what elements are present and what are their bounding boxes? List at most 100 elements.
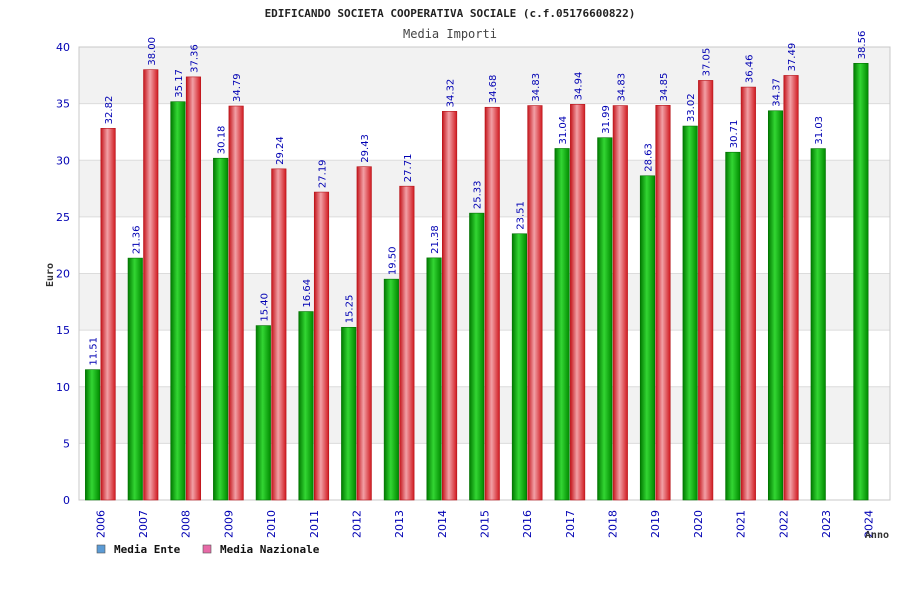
y-tick-label: 35 [56, 98, 70, 111]
x-tick-label: 2019 [649, 510, 662, 538]
data-label: 21.38 [430, 225, 441, 254]
bar-media-ente [255, 325, 271, 501]
bar-media-ente [383, 278, 399, 501]
bar-media-nazionale [356, 166, 372, 501]
bar-media-nazionale [783, 75, 799, 501]
data-label: 38.56 [857, 31, 868, 60]
y-axis-ticks: 0 5 10 15 20 25 30 35 40 [56, 41, 70, 507]
bar-media-ente [554, 148, 570, 501]
data-label: 27.71 [403, 154, 414, 183]
x-tick-label: 2012 [350, 510, 363, 538]
x-tick-label: 2010 [265, 510, 278, 538]
data-label: 23.51 [515, 201, 526, 230]
y-tick-label: 25 [56, 211, 70, 224]
bar-media-ente [639, 175, 656, 501]
data-label: 32.82 [104, 96, 115, 125]
legend-label: Media Ente [114, 543, 181, 556]
bar-media-nazionale [740, 86, 756, 501]
bar-media-nazionale [570, 104, 586, 501]
data-label: 36.46 [744, 54, 755, 83]
y-tick-label: 15 [56, 324, 70, 337]
bar-media-ente [341, 326, 357, 501]
data-label: 15.25 [345, 295, 356, 324]
data-label: 37.49 [787, 43, 798, 72]
legend-swatch [96, 544, 106, 554]
data-label: 34.79 [232, 73, 243, 102]
bar-media-nazionale [527, 105, 543, 501]
y-tick-label: 40 [56, 41, 70, 54]
data-label: 34.32 [446, 79, 457, 108]
bar-media-ente [597, 137, 613, 501]
bar-media-ente [853, 63, 869, 501]
x-tick-label: 2007 [137, 510, 150, 538]
x-tick-label: 2008 [180, 510, 193, 538]
bar-media-nazionale [399, 185, 415, 501]
bar-media-ente [213, 157, 229, 501]
bar-media-ente [298, 311, 314, 501]
bar-media-nazionale [228, 105, 244, 501]
data-label: 27.19 [318, 159, 329, 188]
bar-media-ente [767, 110, 784, 501]
chart-title: EDIFICANDO SOCIETA COOPERATIVA SOCIALE (… [265, 7, 636, 20]
y-axis-title: Euro [45, 263, 56, 287]
data-label: 31.03 [814, 116, 825, 145]
x-tick-label: 2013 [393, 510, 406, 538]
bar-media-nazionale [143, 69, 159, 501]
data-label: 35.17 [174, 69, 185, 98]
data-label: 28.63 [643, 143, 654, 172]
x-tick-label: 2021 [735, 510, 748, 538]
x-tick-label: 2023 [820, 510, 833, 538]
x-tick-label: 2017 [564, 510, 577, 538]
x-tick-label: 2014 [436, 510, 449, 538]
x-tick-label: 2015 [479, 510, 492, 538]
x-tick-label: 2018 [607, 510, 620, 538]
data-label: 19.50 [387, 247, 398, 276]
bar-media-ente [511, 233, 527, 501]
data-label: 29.24 [275, 136, 286, 165]
bar-media-ente [469, 212, 485, 501]
x-axis-title: Anno [865, 530, 889, 541]
bar-media-ente [170, 101, 186, 501]
x-tick-label: 2022 [777, 510, 790, 538]
data-label: 25.33 [473, 180, 484, 209]
y-tick-label: 5 [63, 437, 70, 450]
y-tick-label: 30 [56, 154, 70, 167]
data-label: 33.02 [686, 93, 697, 122]
bar-media-ente [426, 257, 442, 501]
data-label: 34.94 [574, 72, 585, 101]
bar-media-nazionale [313, 191, 330, 501]
y-tick-label: 10 [56, 381, 70, 394]
x-tick-label: 2009 [222, 510, 235, 538]
plot-border [78, 46, 891, 501]
bar-media-nazionale [271, 168, 287, 501]
bar-media-nazionale [442, 111, 458, 501]
bar-media-nazionale [655, 105, 671, 501]
bar-media-nazionale [100, 128, 116, 501]
data-label: 37.05 [702, 48, 713, 77]
bar-media-ente [810, 148, 826, 501]
data-label: 38.00 [147, 37, 158, 66]
y-tick-label: 0 [63, 494, 70, 507]
data-label: 30.18 [217, 126, 228, 155]
legend-swatch [202, 544, 212, 554]
bar-media-ente [85, 369, 101, 501]
data-label: 21.36 [131, 225, 142, 254]
x-tick-label: 2006 [94, 510, 107, 538]
x-tick-label: 2024 [863, 510, 876, 538]
bar-media-nazionale [484, 106, 500, 501]
data-label: 34.83 [531, 73, 542, 102]
legend: Media Ente Media Nazionale [96, 543, 320, 556]
bar-media-nazionale [612, 105, 628, 501]
bar-media-nazionale [185, 76, 202, 501]
x-tick-label: 2020 [692, 510, 705, 538]
y-tick-label: 20 [56, 268, 70, 281]
data-label: 37.36 [189, 44, 200, 73]
legend-label: Media Nazionale [220, 543, 320, 556]
data-label: 31.99 [601, 105, 612, 134]
bar-media-ente [725, 151, 741, 501]
data-label: 16.64 [302, 279, 313, 308]
x-axis-ticks: 2006 2007 2008 2009 2010 2011 2012 2013 2014 2015… [94, 510, 875, 538]
x-tick-label: 2016 [521, 510, 534, 538]
data-label: 34.85 [659, 73, 670, 102]
